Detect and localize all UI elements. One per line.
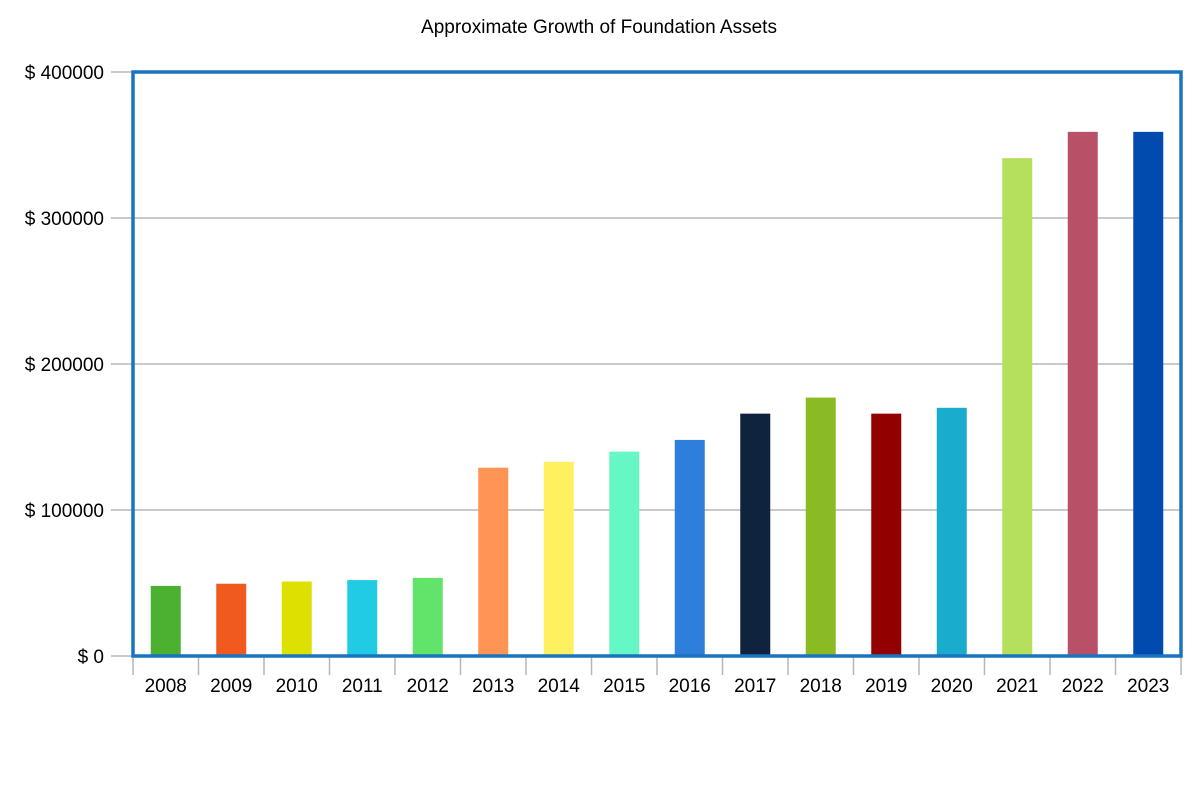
y-tick-label: $ 100000	[25, 501, 104, 522]
chart-title: Approximate Growth of Foundation Assets	[421, 17, 777, 38]
bar-2023	[1133, 131, 1164, 657]
bar-2015	[609, 451, 640, 656]
y-tick-label: $ 0	[78, 647, 104, 668]
x-tick-label: 2013	[472, 676, 514, 697]
bar-layer	[150, 131, 1164, 657]
label-layer: $ 0 $ 100000 $ 200000 $ 300000 $ 400000 2008 2…	[25, 63, 1170, 697]
x-tick-label: 2021	[996, 676, 1038, 697]
x-tick-label: 2020	[931, 676, 973, 697]
x-tick-label: 2015	[603, 676, 645, 697]
x-tick-label: 2022	[1062, 676, 1104, 697]
y-tick-label: $ 400000	[25, 63, 104, 84]
bar-2017	[740, 413, 771, 656]
plot-frame	[131, 70, 1183, 658]
x-tick-label: 2011	[342, 676, 383, 697]
x-tick-label: 2008	[145, 676, 187, 697]
bar-2018	[805, 397, 836, 656]
bar-2021	[1002, 158, 1033, 656]
axis-layer	[111, 70, 1183, 675]
bar-2012	[412, 577, 443, 656]
bar-2014	[543, 461, 574, 656]
bar-2020	[936, 407, 967, 656]
y-tick-label: $ 300000	[25, 209, 104, 230]
bar-2019	[871, 413, 902, 656]
x-tick-label: 2010	[276, 676, 318, 697]
bar-2016	[674, 439, 705, 656]
x-tick-label: 2019	[865, 676, 907, 697]
bar-2022	[1067, 131, 1098, 657]
x-tick-label: 2017	[734, 676, 776, 697]
x-tick-label: 2009	[210, 676, 252, 697]
x-tick-label: 2014	[538, 676, 581, 697]
x-tick-label: 2016	[669, 676, 711, 697]
bar-2009	[216, 583, 247, 656]
bar-2011	[347, 580, 378, 656]
x-tick-label: 2018	[800, 676, 842, 697]
bar-2010	[281, 581, 312, 656]
x-tick-label: 2023	[1127, 676, 1169, 697]
x-tick-label: 2012	[407, 676, 449, 697]
bar-2013	[478, 467, 509, 656]
y-tick-label: $ 200000	[25, 355, 104, 376]
bar-2008	[150, 585, 181, 656]
